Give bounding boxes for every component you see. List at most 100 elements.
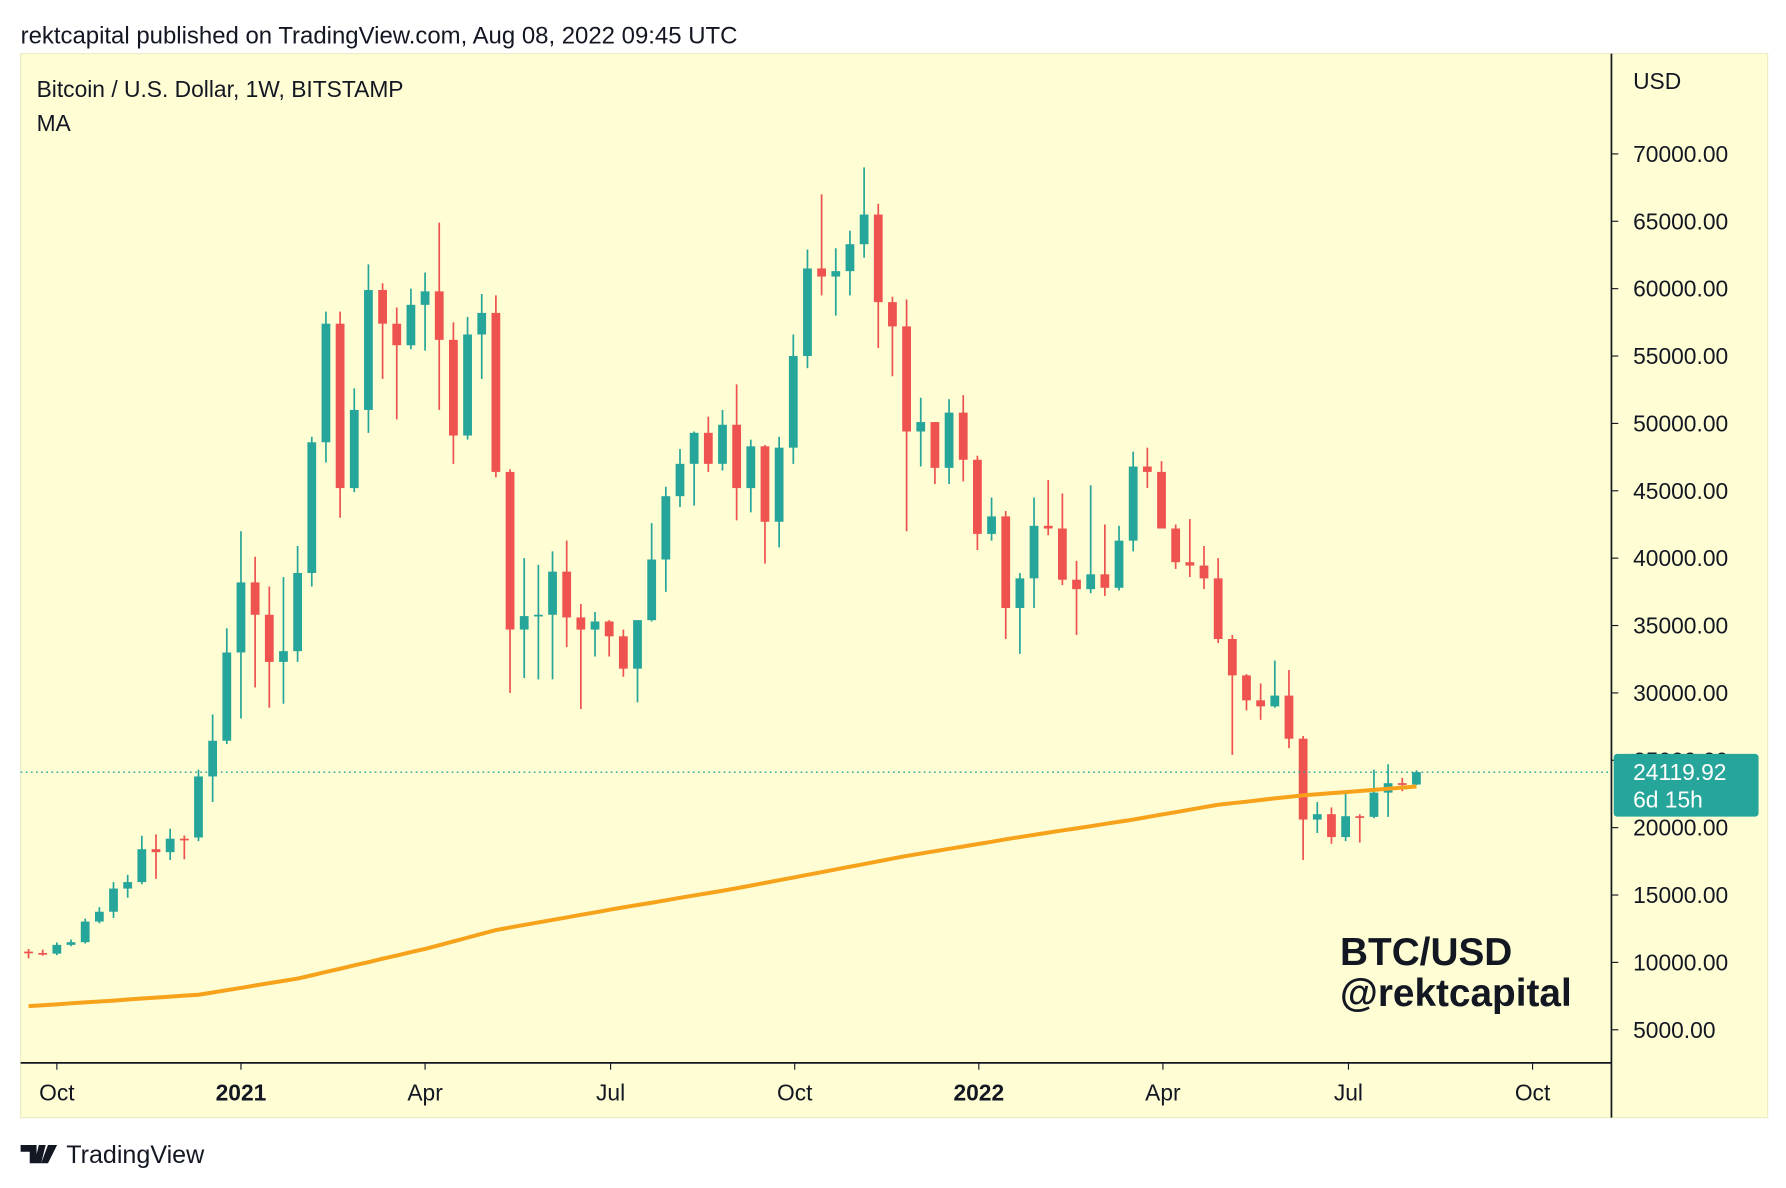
x-tick-label: Jul [596,1079,625,1105]
y-tick-label: 35000.00 [1633,613,1728,639]
candle-body [675,463,685,497]
candle-body [1057,528,1067,580]
candle-body [94,911,104,922]
candle-body [66,942,76,945]
candle-body [165,838,175,853]
plot: 5000.0010000.0015000.0020000.0025000.003… [20,141,1728,1105]
candle-body [1185,562,1195,566]
candle-body [236,582,246,653]
candle-body [123,882,133,889]
candle-body [335,323,345,489]
y-tick-label: 50000.00 [1633,410,1728,436]
candle-body [732,424,742,489]
candle-body [604,621,614,637]
candle-body [364,290,373,410]
candle-body [831,271,841,277]
candle-body [519,616,529,630]
candle-body [859,214,869,245]
x-tick-label: Apr [1145,1079,1181,1105]
candle-body [944,412,954,468]
candle-body [52,944,62,954]
candle-body [477,312,487,335]
candle-body [633,620,642,669]
ma-line [28,784,1417,1009]
candle-body [434,291,444,340]
candle-body [703,432,713,464]
candle-body [562,571,572,618]
candle-body [689,432,699,464]
candle-body [1086,574,1096,590]
y-tick-label: 40000.00 [1633,545,1728,571]
y-tick-label: 65000.00 [1633,208,1728,234]
candle-body [803,268,812,357]
candle-body [38,952,48,955]
candle-body [958,412,968,460]
candle-body [491,312,501,472]
candle-body [1412,772,1421,785]
candle-body [888,302,897,327]
candle-body [109,888,118,912]
candle-body [1072,579,1081,590]
x-tick-label: Apr [407,1079,443,1105]
candle-body [1284,695,1294,739]
candle-body [1298,738,1308,820]
candle-body [222,652,232,741]
candle-body [845,244,855,272]
candle-body [1397,783,1407,785]
candle-body [349,409,359,489]
x-tick-label: 2022 [953,1079,1004,1105]
last-price-label: 24119.92 [1633,759,1726,785]
y-tick-label: 5000.00 [1633,1017,1715,1043]
y-tick-label: 20000.00 [1633,815,1728,841]
candle-body [987,516,996,534]
candle-body [80,921,90,943]
candle-body [916,422,926,432]
candle-body [1242,675,1251,701]
candle-body [1327,814,1336,838]
candle-body [505,471,515,630]
header: rektcapital published on TradingView.com… [21,22,738,49]
candle-body [179,838,189,841]
candle-body [208,740,218,777]
x-tick-label: Jul [1334,1079,1363,1105]
candle-body [647,559,657,621]
logo-mark [20,1144,58,1164]
y-tick-label: 45000.00 [1633,478,1728,504]
candle-body [1001,516,1011,609]
candle-body [1341,816,1351,838]
candle-body [137,849,147,883]
x-tick-label: Oct [39,1079,75,1105]
candle-body [902,326,911,432]
candle-body [406,304,416,346]
candle-body [449,339,458,436]
candle-body [930,422,940,468]
candle-body [1213,578,1223,640]
candle-body [1114,540,1124,588]
y-tick-label: 70000.00 [1633,141,1728,167]
footer: TradingView [66,1141,205,1169]
candle-body [788,356,798,448]
candle-body [293,572,303,652]
candle-body [1171,528,1181,563]
candle-body [576,617,586,630]
candle-body [618,636,628,669]
candle-body [817,268,827,277]
candle-body [661,496,671,560]
candle-body [1142,466,1152,472]
annotation: BTC/USD [1340,931,1512,974]
candle-body [548,571,557,615]
candle-body [250,582,260,615]
y-tick-label: 55000.00 [1633,343,1728,369]
candle-body [279,651,288,662]
y-axis-label: USD [1633,68,1681,94]
candle-body [420,291,430,305]
candle-body [590,621,600,630]
candle-body [533,614,543,617]
candle-body [463,334,472,436]
candle-body [1157,471,1166,529]
candle-body [973,459,982,534]
chart-title: Bitcoin / U.S. Dollar, 1W, BITSTAMP [37,76,404,102]
candle-body [194,776,203,838]
candle-body [746,446,756,489]
